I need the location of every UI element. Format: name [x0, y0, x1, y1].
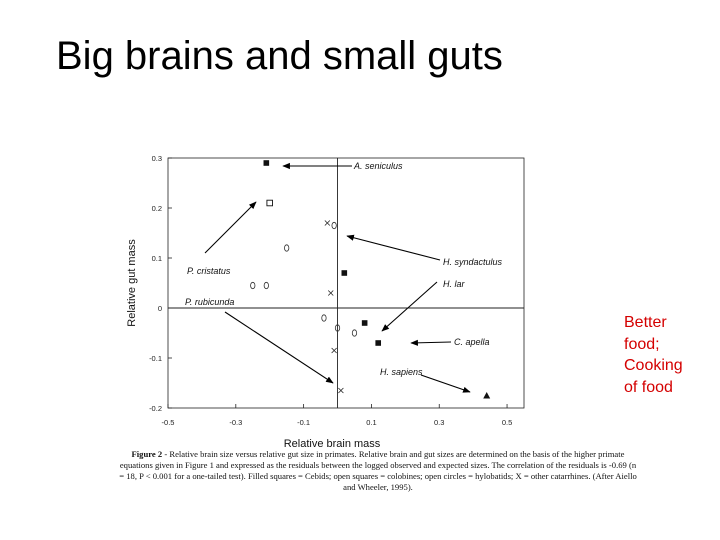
- side-note-line: of food: [624, 378, 673, 396]
- x-tick-label: -0.3: [229, 418, 242, 427]
- data-point: [341, 270, 348, 276]
- data-point: [266, 199, 273, 207]
- data-point: [361, 320, 368, 326]
- species-label: P. rubicunda: [185, 297, 234, 307]
- data-point: [284, 244, 290, 252]
- annotation-arrow: [224, 311, 334, 384]
- annotation-arrow: [381, 281, 438, 332]
- y-tick-label: 0.3: [152, 154, 162, 163]
- x-tick-label: 0.1: [366, 418, 376, 427]
- data-point: [321, 314, 327, 322]
- caption-label: Figure 2: [131, 449, 163, 459]
- y-tick-label: -0.1: [149, 354, 162, 363]
- side-note: Better food; Cooking of food: [624, 312, 714, 398]
- species-label: H. syndactulus: [443, 257, 503, 267]
- annotation-arrow: [346, 234, 441, 261]
- data-point: [263, 160, 270, 166]
- x-marker-stroke: [331, 347, 337, 354]
- species-label: H. lar: [443, 279, 466, 289]
- annotation-arrow: [410, 339, 452, 346]
- data-point: [327, 290, 334, 296]
- data-point: [338, 387, 344, 394]
- y-tick-label: -0.2: [149, 404, 162, 413]
- caption-text: - Relative brain size versus relative gu…: [119, 449, 637, 492]
- data-point: [331, 221, 337, 230]
- annotation-arrow: [204, 201, 257, 254]
- data-point: [334, 324, 341, 332]
- y-tick-label: 0.2: [152, 204, 162, 213]
- data-point: [324, 220, 331, 226]
- species-label: H. sapiens: [380, 367, 423, 377]
- x-tick-label: -0.5: [162, 418, 175, 427]
- y-axis-label: Relative gut mass: [126, 239, 138, 327]
- data-point: [331, 347, 337, 354]
- x-marker-stroke: [327, 290, 334, 296]
- y-tick-label: 0: [158, 304, 162, 313]
- side-note-line: food;: [624, 335, 660, 353]
- data-point: [263, 281, 269, 290]
- data-point: [250, 281, 256, 290]
- data-point: [483, 392, 491, 399]
- side-note-line: Better: [624, 314, 667, 331]
- x-tick-label: 0.5: [502, 418, 512, 427]
- x-marker-stroke: [338, 387, 344, 394]
- data-point: [351, 329, 358, 337]
- x-marker-stroke: [324, 220, 331, 226]
- species-label: C. apella: [454, 337, 490, 347]
- y-tick-label: 0.1: [152, 254, 162, 263]
- data-point: [375, 340, 382, 346]
- figure-caption: Figure 2 - Relative brain size versus re…: [118, 449, 638, 493]
- plot-frame: [167, 157, 525, 409]
- annotation-arrow: [420, 374, 471, 393]
- x-tick-label: -0.1: [297, 418, 310, 427]
- species-label: P. cristatus: [187, 266, 231, 276]
- side-note-line: Cooking: [624, 357, 683, 374]
- x-axis-label: Relative brain mass: [284, 438, 381, 450]
- species-label: A. seniculus: [353, 161, 403, 171]
- x-tick-label: 0.3: [434, 418, 444, 427]
- slide-title: Big brains and small guts: [56, 34, 503, 78]
